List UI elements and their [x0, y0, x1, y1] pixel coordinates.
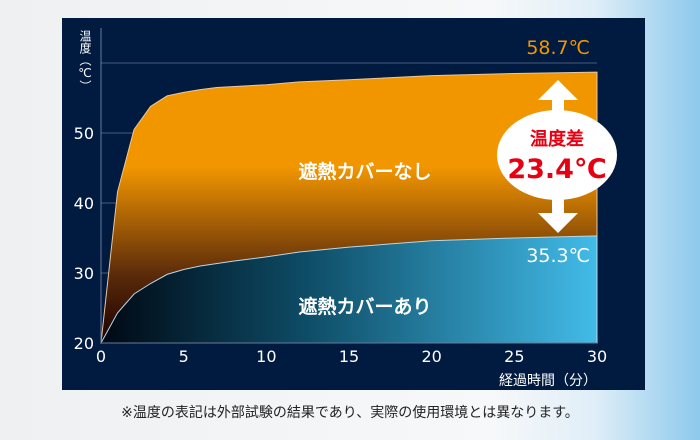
x-tick-label: 15 — [339, 347, 359, 366]
footnote: ※温度の表記は外部試験の結果であり、実際の使用環境とは異なります。 — [121, 405, 579, 421]
x-axis-label: 経過時間（分） — [499, 373, 597, 389]
y-tick-label: 20 — [74, 334, 94, 353]
series-with-cover-area — [100, 235, 598, 344]
x-tick-label: 25 — [504, 347, 524, 366]
x-tick-label: 5 — [179, 347, 189, 366]
y-tick-label: 40 — [74, 194, 94, 213]
y-axis-label: 温度（℃） — [78, 30, 92, 92]
x-tick-label: 10 — [256, 347, 276, 366]
x-tick-label: 0 — [96, 347, 106, 366]
series-label-no-cover: 遮熱カバーなし — [298, 160, 431, 183]
x-tick-label: 30 — [587, 347, 607, 366]
difference-value: 23.4℃ — [507, 154, 606, 185]
y-tick-label: 50 — [74, 124, 94, 143]
x-tick-label: 20 — [421, 347, 441, 366]
end-label-no-cover: 58.7℃ — [526, 37, 590, 59]
end-label-with-cover: 35.3℃ — [526, 245, 590, 267]
difference-arrow-icon — [497, 80, 617, 233]
series-label-with-cover: 遮熱カバーあり — [298, 295, 431, 318]
difference-title: 温度差 — [530, 128, 584, 150]
y-tick-label: 30 — [74, 264, 94, 283]
